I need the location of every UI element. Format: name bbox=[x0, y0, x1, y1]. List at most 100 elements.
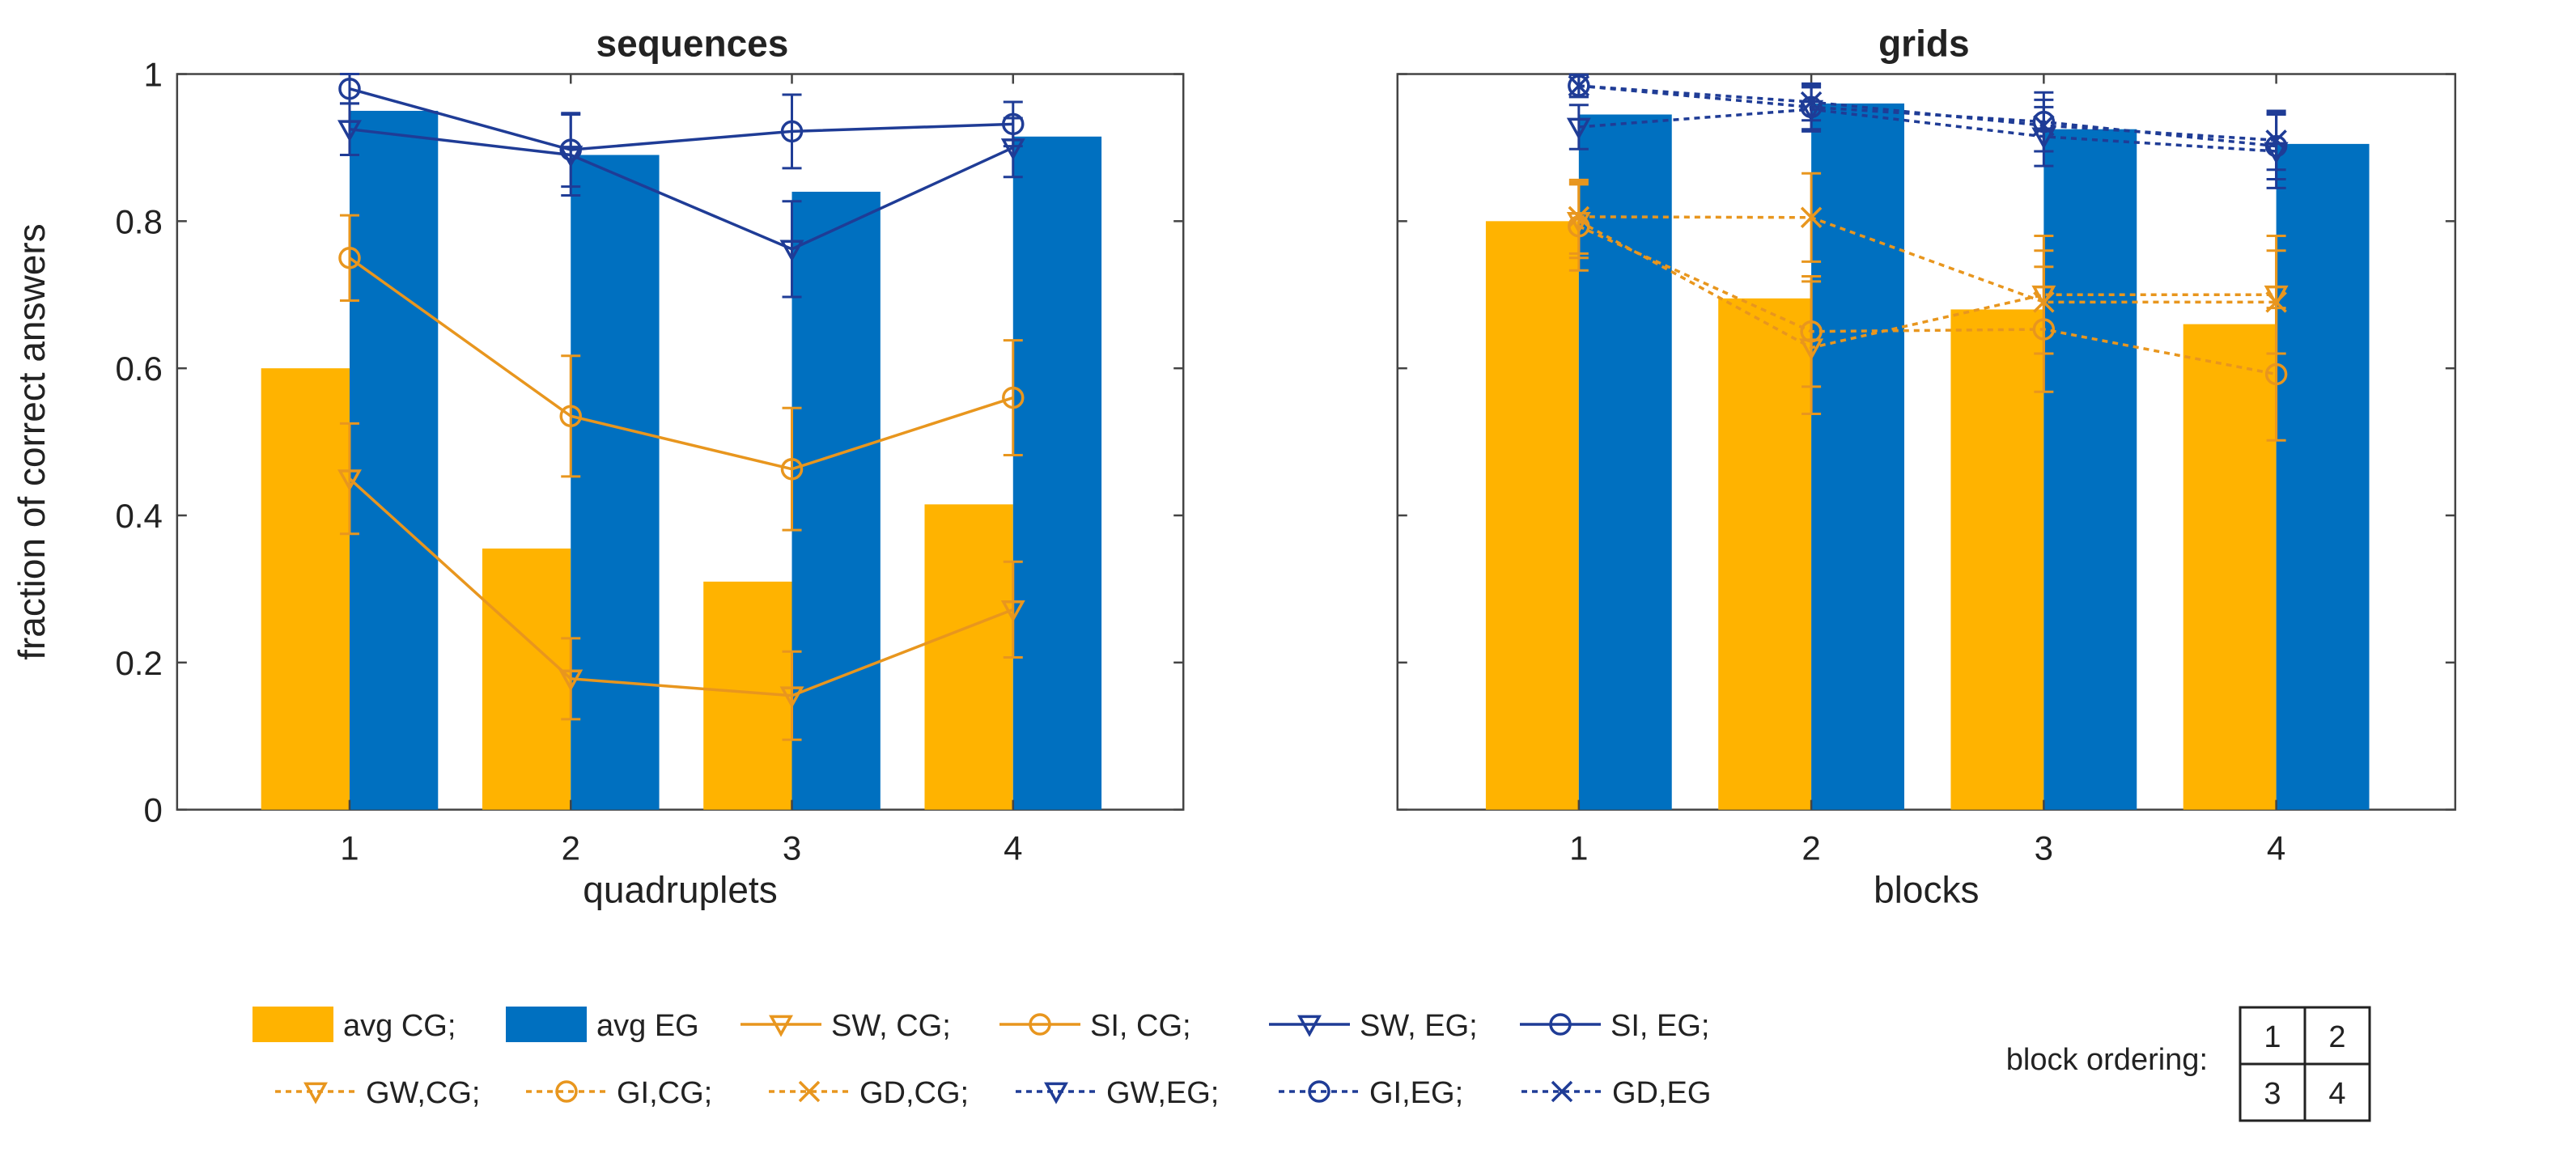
legend-label: GI,CG; bbox=[617, 1076, 712, 1110]
x-tick-label: 2 bbox=[1802, 829, 1820, 867]
bar-avg-eg-4 bbox=[2276, 143, 2370, 810]
legend-marker bbox=[1044, 1082, 1068, 1104]
point-GD,CG-1 bbox=[1568, 206, 1590, 228]
block-ordering-cell-4: 4 bbox=[2328, 1077, 2345, 1111]
legend-marker bbox=[769, 1015, 793, 1037]
legend-label: avg EG bbox=[596, 1009, 699, 1043]
bar-avg-cg-1 bbox=[1485, 221, 1579, 810]
x-tick-label: 4 bbox=[2267, 829, 2285, 867]
legend-item: SW, EG; bbox=[1269, 1009, 1478, 1043]
bar-avg-eg-1 bbox=[349, 110, 439, 810]
point-SW, CG-3 bbox=[779, 686, 804, 709]
point-SW, CG-4 bbox=[1000, 600, 1025, 622]
x-tick-label: 3 bbox=[2035, 829, 2053, 867]
y-tick-label: 0 bbox=[143, 791, 162, 829]
legend-label: GD,CG; bbox=[859, 1076, 969, 1110]
legend-label: GD,EG bbox=[1612, 1076, 1711, 1110]
bar-avg-eg-3 bbox=[791, 191, 881, 810]
legend-item: GI,EG; bbox=[1279, 1076, 1463, 1110]
point-GD,EG-1 bbox=[1568, 74, 1590, 97]
panel-title: sequences bbox=[596, 23, 789, 65]
point-GD,EG-4 bbox=[2265, 129, 2287, 151]
series-line-GD,CG bbox=[1578, 215, 2277, 304]
legend-marker bbox=[798, 1080, 821, 1103]
point-GD,CG-2 bbox=[1800, 206, 1823, 229]
block-ordering-key: block ordering: 1 2 3 4 bbox=[2006, 1006, 2371, 1122]
legend-marker bbox=[1549, 1013, 1572, 1036]
bar-avg-eg-3 bbox=[2043, 129, 2137, 810]
legend: avg CG; avg EG SW, CG; SI, CG; SW, EG; SI, EG… bbox=[253, 1007, 1711, 1110]
legend-swatch bbox=[253, 1007, 333, 1042]
legend-item: SI, EG; bbox=[1520, 1009, 1709, 1043]
point-SW, CG-1 bbox=[337, 469, 362, 492]
legend-label: SI, EG; bbox=[1611, 1009, 1709, 1043]
axes-box bbox=[176, 73, 1185, 811]
panel-grids: 1 2 3 4 grids blocks bbox=[1396, 23, 2457, 911]
legend-label: GW,CG; bbox=[366, 1076, 480, 1110]
bar-avg-cg-3 bbox=[1950, 309, 2044, 810]
panel-sequences: 0 0.2 0.4 0.6 0.8 1 1 2 3 4 sequences quadruplets fr… bbox=[11, 23, 1185, 911]
legend-marker bbox=[1551, 1080, 1573, 1103]
bar-avg-eg-2 bbox=[571, 155, 660, 810]
legend-item: GD,EG bbox=[1521, 1076, 1711, 1110]
point-SW, CG-2 bbox=[558, 669, 584, 692]
bar-avg-cg-1 bbox=[261, 368, 350, 810]
legend-item: GD,CG; bbox=[769, 1076, 969, 1110]
bar-avg-eg-2 bbox=[1811, 103, 1904, 810]
y-tick-label: 0.6 bbox=[115, 350, 162, 388]
series-line-GI,CG bbox=[1578, 225, 2277, 376]
legend-item: avg EG bbox=[506, 1007, 699, 1043]
point-SI, CG-2 bbox=[559, 405, 582, 428]
series-line-GW,CG bbox=[1578, 219, 2277, 350]
legend-item: SI, CG; bbox=[999, 1009, 1191, 1043]
point-SI, EG-4 bbox=[1002, 112, 1025, 136]
legend-marker bbox=[1029, 1013, 1051, 1036]
legend-item: GI,CG; bbox=[526, 1076, 712, 1110]
legend-label: avg CG; bbox=[343, 1009, 456, 1043]
legend-label: GI,EG; bbox=[1369, 1076, 1463, 1110]
point-SW, EG-3 bbox=[779, 240, 804, 262]
point-GI,CG-4 bbox=[2264, 362, 2288, 386]
point-SW, EG-1 bbox=[337, 120, 362, 142]
legend-marker bbox=[303, 1082, 328, 1104]
legend-label: SI, CG; bbox=[1090, 1009, 1191, 1043]
x-tick-label: 3 bbox=[783, 829, 801, 867]
legend-item: GW,EG; bbox=[1016, 1076, 1219, 1110]
y-tick-label: 1 bbox=[143, 56, 162, 94]
point-SI, EG-2 bbox=[559, 138, 582, 161]
x-axis-label: blocks bbox=[1874, 869, 1979, 911]
legend-marker bbox=[1308, 1080, 1330, 1103]
point-GD,CG-4 bbox=[2265, 291, 2287, 313]
legend-item: SW, CG; bbox=[741, 1009, 951, 1043]
x-tick-label: 1 bbox=[1569, 829, 1588, 867]
point-GD,CG-3 bbox=[2033, 291, 2055, 313]
point-SI, EG-3 bbox=[780, 120, 804, 143]
legend-label: GW,EG; bbox=[1106, 1076, 1219, 1110]
block-ordering-label: block ordering: bbox=[2006, 1043, 2208, 1077]
block-ordering-cell-1: 1 bbox=[2264, 1020, 2281, 1054]
series-line-SW, EG bbox=[349, 127, 1014, 251]
y-tick-label: 0.4 bbox=[115, 497, 162, 535]
block-ordering-cell-3: 3 bbox=[2264, 1077, 2281, 1111]
point-GI,CG-2 bbox=[1800, 320, 1823, 343]
legend-item: GW,CG; bbox=[275, 1076, 480, 1110]
point-GD,EG-3 bbox=[2033, 114, 2055, 137]
bar-avg-eg-1 bbox=[1578, 114, 1672, 810]
legend-item: avg CG; bbox=[253, 1007, 456, 1043]
series-line-SI, EG bbox=[349, 87, 1013, 151]
bar-avg-cg-2 bbox=[482, 548, 571, 810]
x-axis-label: quadruplets bbox=[583, 869, 777, 911]
axes-box bbox=[1396, 73, 2457, 811]
series-line-SW, CG bbox=[348, 477, 1014, 697]
legend-label: SW, CG; bbox=[831, 1009, 951, 1043]
panel-title: grids bbox=[1878, 23, 1969, 65]
series-line-GD,EG bbox=[1578, 84, 2277, 142]
series-line-GW,EG bbox=[1578, 108, 2277, 153]
point-SI, CG-1 bbox=[338, 247, 361, 269]
y-tick-label: 0.2 bbox=[115, 644, 162, 682]
y-axis-label: fraction of correct answers bbox=[11, 223, 53, 659]
point-SI, CG-3 bbox=[780, 457, 804, 481]
bar-avg-eg-4 bbox=[1012, 136, 1102, 810]
bar-avg-cg-4 bbox=[924, 504, 1013, 810]
